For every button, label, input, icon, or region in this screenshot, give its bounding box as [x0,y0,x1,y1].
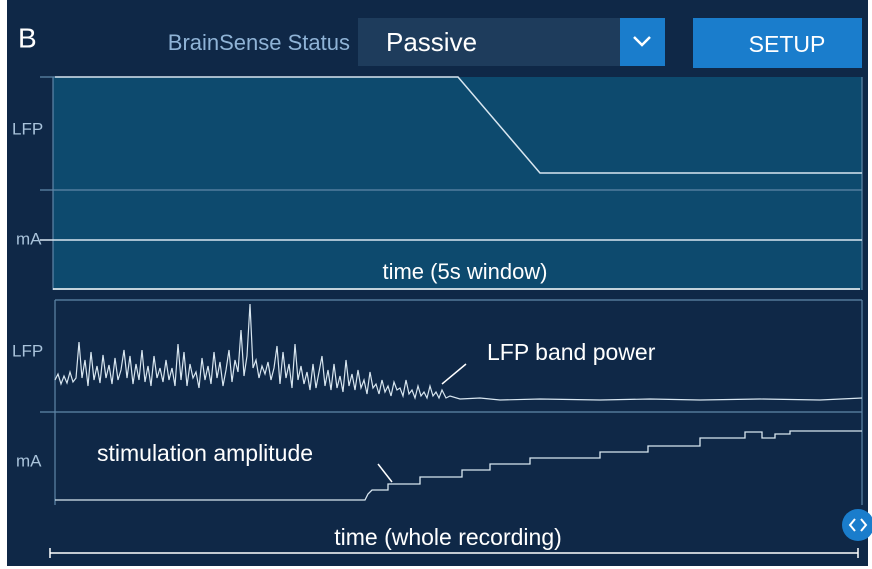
scroll-button[interactable] [842,509,872,541]
recording-time-axis [49,548,859,558]
status-dropdown[interactable]: Passive [358,18,665,66]
window-ma-label: mA [16,229,42,248]
recording-time-label: time (whole recording) [334,524,562,550]
recording-lfp-label: LFP [12,341,43,360]
dropdown-arrow [633,36,651,47]
window-frame [40,76,863,290]
stim-annotation-pointer [377,463,393,483]
recording-ma-label: mA [16,451,42,470]
window-lfp-trace [55,76,862,174]
window-lfp-label: LFP [12,119,43,138]
status-value: Passive [386,27,477,57]
dropdown-field[interactable] [358,18,665,66]
status-label: BrainSense Status [168,30,350,55]
recording-lfp-trace [54,303,863,401]
dropdown-arrow-button[interactable] [620,18,665,66]
recording-frame [40,299,863,505]
setup-button[interactable] [693,18,862,68]
window-time-label: time (5s window) [382,259,547,284]
scroll-button-circle[interactable] [842,509,872,541]
lfp-annotation: LFP band power [487,339,656,365]
lfp-annotation-pointer [441,363,467,385]
panel-label: B [18,22,37,53]
stim-annotation: stimulation amplitude [97,440,313,466]
scroll-button-icon [848,518,868,532]
setup-button-label: SETUP [749,31,826,57]
window-plot-area [53,77,862,290]
recording-stim-trace [55,430,862,501]
